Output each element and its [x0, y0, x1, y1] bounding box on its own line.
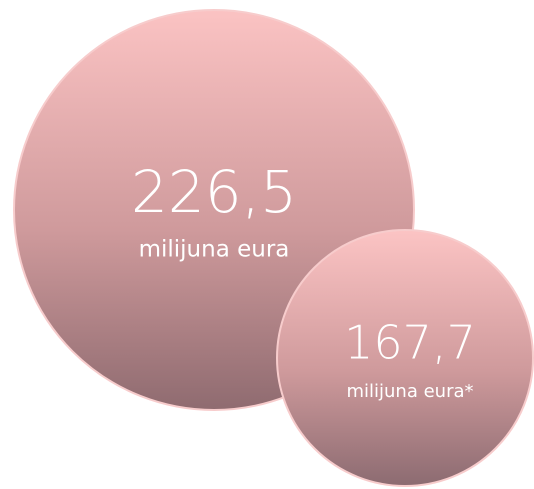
- bubble-value: 226,5: [131, 158, 297, 226]
- bubble-value: 167,7: [344, 316, 476, 370]
- bubble-unit: milijuna eura: [139, 237, 290, 263]
- bubble-small: [276, 229, 534, 487]
- bubble-unit: milijuna eura*: [346, 381, 473, 402]
